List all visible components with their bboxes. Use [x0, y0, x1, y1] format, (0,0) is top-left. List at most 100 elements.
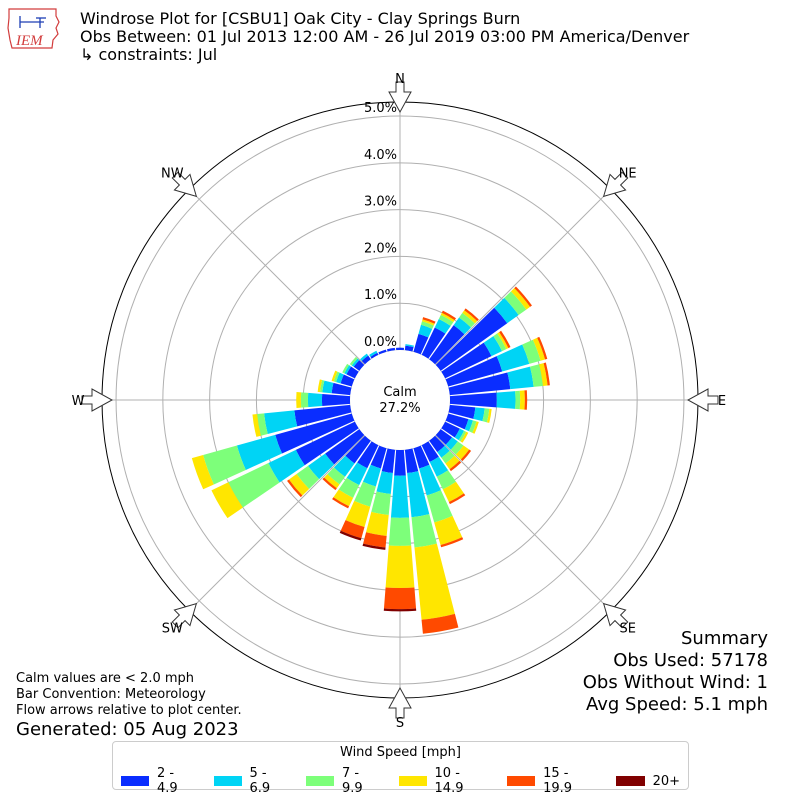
rose-bar-segment — [370, 445, 387, 469]
rose-bar-segment — [454, 428, 465, 441]
rose-bar-segment — [445, 356, 503, 387]
rose-bar-segment — [346, 366, 359, 379]
legend-swatch — [507, 776, 536, 786]
chart-title: Windrose Plot for [CSBU1] Oak City - Cla… — [80, 10, 689, 64]
rose-bar-segment — [321, 394, 351, 406]
legend-swatch — [121, 776, 150, 786]
rose-bar-segment — [422, 319, 435, 326]
direction-label: SW — [162, 622, 183, 637]
rose-bar-segment — [519, 390, 525, 410]
rose-bar-segment — [353, 360, 365, 371]
rose-bar-segment — [429, 435, 445, 453]
rose-bar-segment — [317, 379, 323, 393]
iem-logo: IEM — [7, 8, 60, 49]
rose-bar-segment — [494, 297, 519, 324]
rose-bar-segment — [514, 286, 532, 307]
rose-bar-segment — [363, 532, 387, 548]
rose-bar-segment — [203, 445, 246, 485]
rose-bar-segment — [507, 366, 534, 390]
rose-bar-segment — [376, 471, 393, 495]
rose-bar-segment — [191, 454, 214, 490]
grid-ring — [115, 115, 685, 685]
rose-bar-segment — [440, 537, 464, 548]
rose-bar-segment — [462, 310, 478, 324]
rose-bar-segment — [434, 515, 463, 546]
legend-label: 7 - 9.9 — [342, 766, 363, 796]
rose-bar-segment — [411, 514, 437, 548]
rose-bar-segment — [345, 500, 371, 528]
legend-item: 20+ — [615, 766, 680, 796]
rose-bar-segment — [325, 429, 365, 465]
rose-bar-segment — [460, 431, 469, 443]
flow-arrow-icon — [686, 388, 719, 412]
rose-bar-segment — [336, 372, 344, 384]
note-bar-convention: Bar Convention: Meteorology — [16, 687, 206, 702]
legend-item: 7 - 9.9 — [306, 766, 383, 796]
rose-bar-segment — [322, 380, 334, 394]
rose-bar-segment — [333, 371, 340, 383]
flow-arrow-icon — [388, 686, 412, 719]
rose-bar-segment — [407, 471, 430, 518]
rose-bar-segment — [338, 477, 360, 498]
radial-tick-label: 1.0% — [364, 288, 397, 303]
rose-bar-segment — [228, 463, 280, 508]
grid-spoke — [188, 188, 365, 365]
note-calm: Calm values are < 2.0 mph — [16, 671, 195, 686]
rose-bar-segment — [362, 464, 381, 487]
flow-arrow-icon — [81, 388, 114, 412]
rose-bar-segment — [295, 421, 359, 466]
legend-swatch — [615, 776, 645, 786]
grid-spoke — [188, 435, 365, 612]
note-flow-arrows: Flow arrows relative to plot center. — [16, 703, 242, 718]
rose-bar-segment — [464, 419, 473, 432]
rose-bar-segment — [345, 435, 371, 464]
rose-bar-segment — [438, 314, 454, 326]
legend-swatch — [306, 776, 335, 786]
rose-bar-segment — [421, 441, 439, 462]
legend-label: 5 - 6.9 — [249, 766, 271, 796]
rose-bar-segment — [324, 474, 340, 489]
rose-bar-segment — [522, 339, 541, 364]
rose-bar-segment — [340, 520, 365, 539]
rose-bar-segment — [493, 333, 507, 352]
rose-bar-segment — [460, 449, 472, 462]
rose-bar-segment — [349, 356, 358, 366]
rose-bar-segment — [435, 307, 508, 371]
title-line-3: ↳ constraints: Jul — [80, 45, 218, 64]
flow-arrow-icon — [602, 602, 629, 629]
logo-text: IEM — [15, 33, 44, 49]
rose-bar-segment — [445, 413, 469, 430]
legend-label: 10 - 14.9 — [434, 766, 464, 796]
legend-label: 15 - 19.9 — [543, 766, 573, 796]
direction-label: NW — [161, 166, 184, 181]
rose-bar-segment — [333, 489, 354, 507]
rose-bar-segment — [371, 491, 391, 515]
radial-tick-label: 4.0% — [364, 148, 397, 163]
rose-bar-segment — [394, 449, 406, 476]
rose-bar-segment — [288, 474, 310, 496]
rose-bar-segment — [434, 319, 451, 334]
rose-bar-segment — [418, 324, 433, 338]
rose-bar-segment — [257, 413, 268, 436]
rose-bar-segment — [404, 345, 414, 352]
rose-bar-segment — [395, 347, 405, 351]
rose-bar-segment — [344, 365, 352, 375]
rose-bar-segment — [453, 317, 471, 335]
rose-bar-segment — [483, 336, 503, 357]
rose-bar-segment — [414, 543, 455, 620]
rose-bar-segment — [419, 464, 441, 496]
legend: Wind Speed [mph] 2 - 4.9 5 - 6.9 7 - 9.9… — [112, 741, 689, 796]
rose-bar-segment — [429, 325, 465, 365]
rose-bar-segment — [381, 448, 396, 474]
rose-bar-segment — [426, 490, 453, 523]
summary-box: Summary Obs Used: 57178 Obs Without Wind… — [583, 628, 768, 716]
rose-bar-segment — [421, 327, 446, 359]
rose-bar-segment — [458, 430, 467, 442]
title-line-2: Obs Between: 01 Jul 2013 12:00 AM - 26 J… — [80, 27, 690, 46]
rose-bar-segment — [499, 330, 511, 349]
rose-bar-segment — [296, 465, 320, 490]
flow-arrow-icon — [602, 171, 629, 198]
title-line-1: Windrose Plot for [CSBU1] Oak City - Cla… — [80, 9, 521, 28]
rose-bar-segment — [413, 333, 429, 355]
summary-heading: Summary — [681, 628, 768, 649]
